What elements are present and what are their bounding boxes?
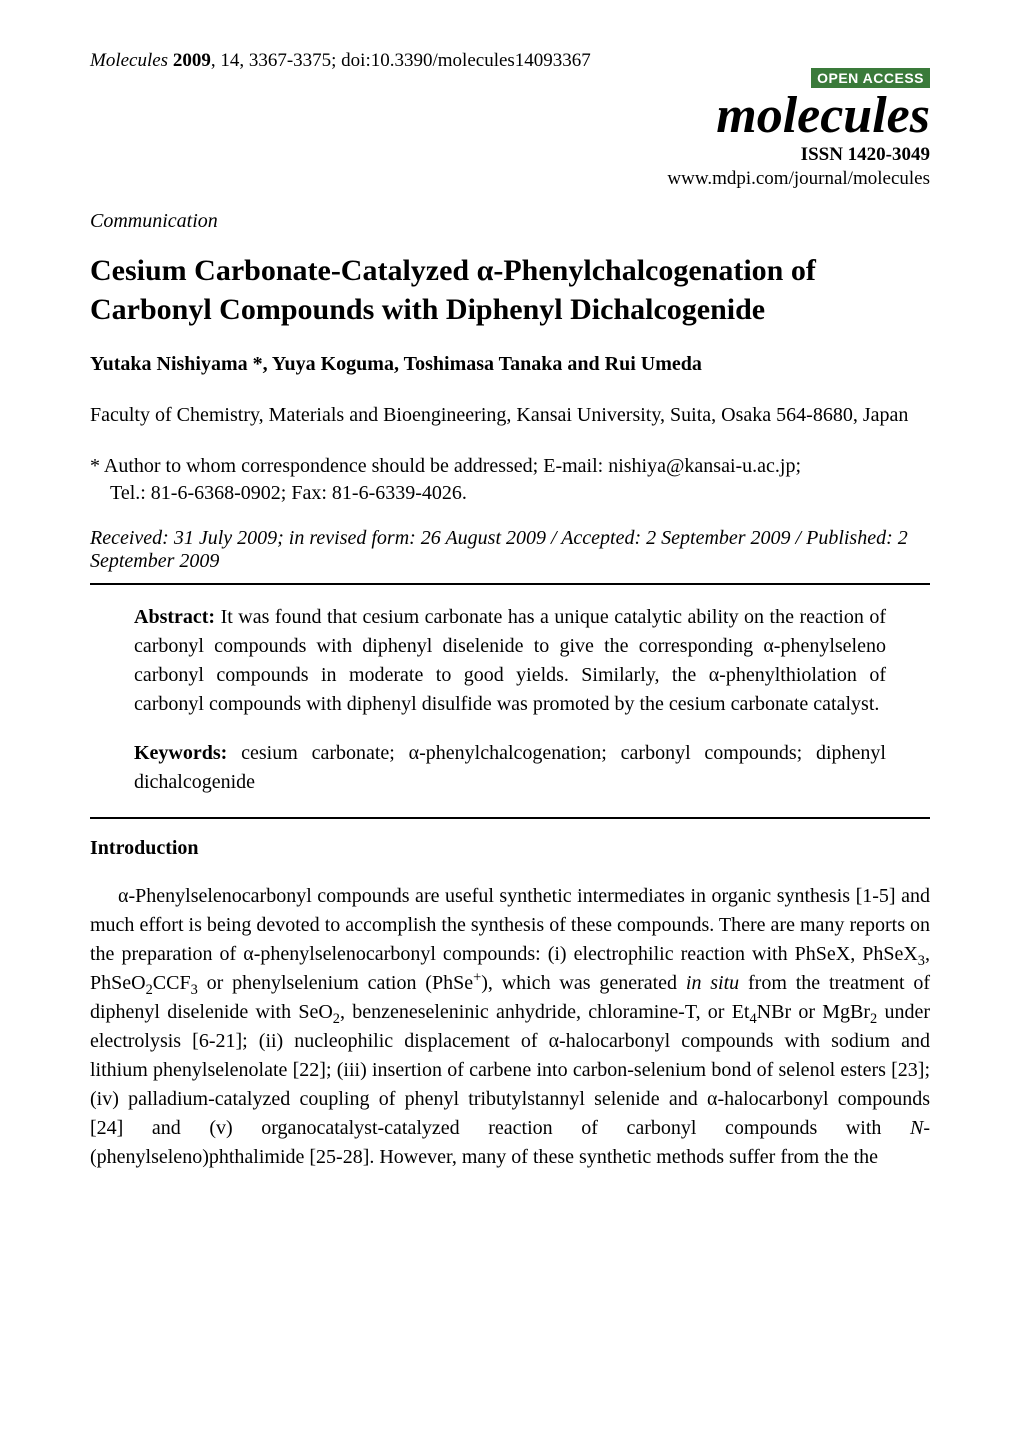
introduction-paragraph: α-Phenylselenocarbonyl compounds are use… <box>90 882 930 1172</box>
header-year: 2009 <box>173 50 211 71</box>
keywords-text: cesium carbonate; α-phenylchalcogenation… <box>134 742 886 793</box>
header-journal: Molecules <box>90 50 168 71</box>
page-container: Molecules 2009, 14, 3367-3375; doi:10.33… <box>0 0 1020 1212</box>
horizontal-rule-bottom <box>90 817 930 819</box>
article-dates: Received: 31 July 2009; in revised form:… <box>90 527 930 573</box>
horizontal-rule-top <box>90 583 930 585</box>
author-list: Yutaka Nishiyama *, Yuya Koguma, Toshima… <box>90 353 930 376</box>
abstract-paragraph: Abstract: It was found that cesium carbo… <box>134 603 886 719</box>
journal-logo: molecules <box>90 90 930 142</box>
correspondence-line-2: Tel.: 81-6-6368-0902; Fax: 81-6-6339-402… <box>90 482 930 505</box>
open-access-badge: OPEN ACCESS <box>811 68 930 88</box>
article-title: Cesium Carbonate-Catalyzed α-Phenylchalc… <box>90 251 930 329</box>
journal-url: www.mdpi.com/journal/molecules <box>90 168 930 190</box>
abstract-block: Abstract: It was found that cesium carbo… <box>90 603 930 797</box>
section-heading-introduction: Introduction <box>90 837 930 860</box>
abstract-label: Abstract: <box>134 606 215 628</box>
affiliation: Faculty of Chemistry, Materials and Bioe… <box>90 404 930 427</box>
article-type: Communication <box>90 210 930 233</box>
header-volume-pages-doi: , 14, 3367-3375; doi:10.3390/molecules14… <box>211 50 591 71</box>
keywords-paragraph: Keywords: cesium carbonate; α-phenylchal… <box>134 739 886 797</box>
correspondence-line-1: * Author to whom correspondence should b… <box>90 455 930 478</box>
journal-masthead: OPEN ACCESS molecules ISSN 1420-3049 www… <box>90 68 930 190</box>
keywords-label: Keywords: <box>134 742 227 764</box>
abstract-text: It was found that cesium carbonate has a… <box>134 606 886 715</box>
issn-line: ISSN 1420-3049 <box>90 144 930 166</box>
